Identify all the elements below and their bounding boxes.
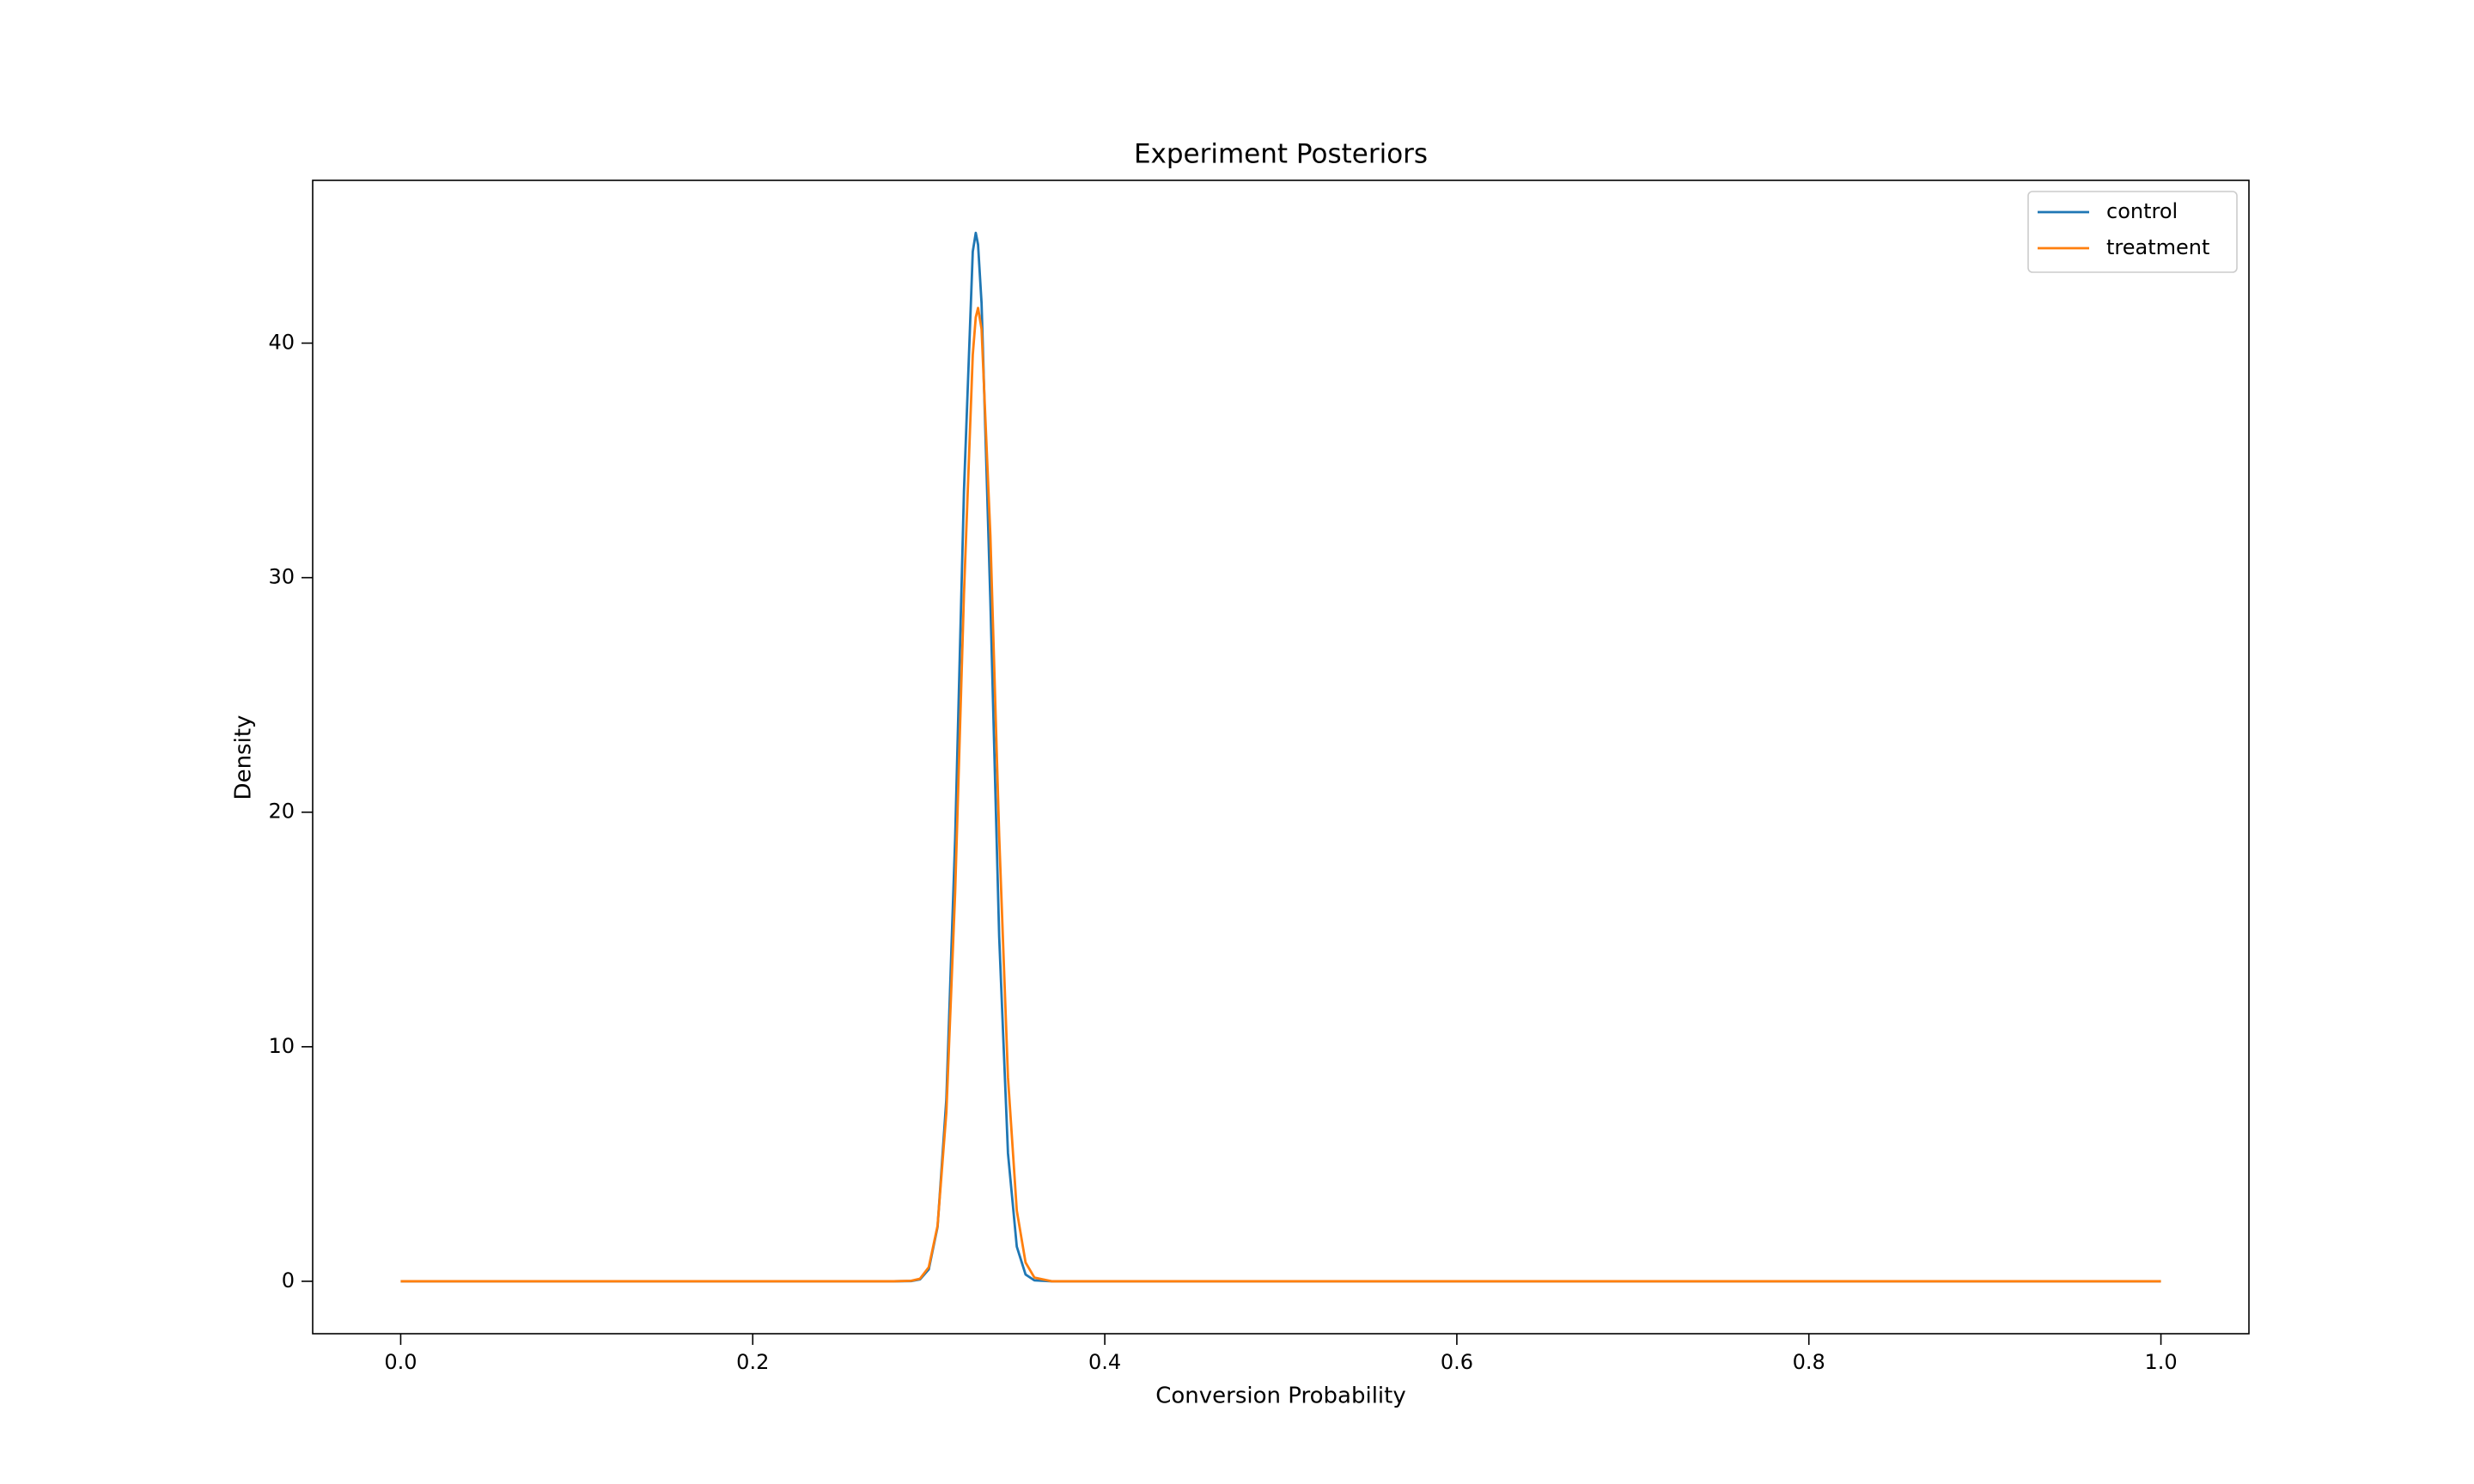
y-tick-label: 0 xyxy=(282,1268,295,1292)
x-tick-label: 0.4 xyxy=(1088,1350,1121,1374)
x-tick-label: 0.6 xyxy=(1441,1350,1473,1374)
plot-frame xyxy=(312,179,2250,1335)
y-tick-label: 20 xyxy=(268,800,295,824)
y-tick-label: 30 xyxy=(268,565,295,589)
x-tick-label: 0.0 xyxy=(384,1350,417,1374)
line-series xyxy=(400,307,2161,1283)
y-tick-label: 10 xyxy=(268,1034,295,1058)
x-tick-label: 0.2 xyxy=(736,1350,769,1374)
legend-label: control xyxy=(2106,199,2178,223)
chart-title: Experiment Posteriors xyxy=(1134,139,1428,170)
x-tick-label: 0.8 xyxy=(1793,1350,1825,1374)
x-tick-label: 1.0 xyxy=(2144,1350,2177,1374)
y-tick-label: 40 xyxy=(268,331,295,355)
y-axis-label: Density xyxy=(231,715,257,800)
legend-label: treatment xyxy=(2106,235,2209,259)
x-axis-label: Conversion Probability xyxy=(1155,1384,1405,1409)
